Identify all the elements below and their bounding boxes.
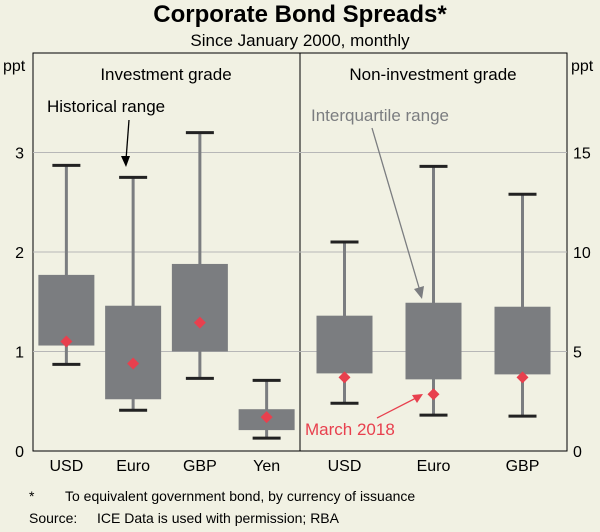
box-usd xyxy=(38,163,95,366)
right-tick-label: 10 xyxy=(573,245,591,262)
panel-title-investment-grade: Investment grade xyxy=(100,65,231,84)
category-label: GBP xyxy=(183,458,217,475)
panel-title-non-investment-grade: Non-investment grade xyxy=(349,65,516,84)
left-tick-label: 1 xyxy=(15,345,24,362)
iqr-box xyxy=(494,306,551,375)
footnote-text: To equivalent government bond, by curren… xyxy=(65,488,415,504)
category-label: USD xyxy=(49,458,83,475)
left-tick-label: 3 xyxy=(15,146,24,163)
chart-subtitle: Since January 2000, monthly xyxy=(190,31,410,50)
latest-marker xyxy=(338,371,351,384)
left-tick-label: 2 xyxy=(15,245,24,262)
iqr-box xyxy=(171,263,228,352)
right-axis-unit: ppt xyxy=(571,58,594,75)
annotation-interquartile-range-arrow xyxy=(371,127,421,292)
footnote-marker: * xyxy=(29,488,35,504)
box-yen xyxy=(238,378,295,440)
category-label: GBP xyxy=(506,458,540,475)
latest-marker xyxy=(260,411,273,424)
left-tick-label: 0 xyxy=(15,444,24,461)
iqr-box xyxy=(405,302,462,380)
latest-marker xyxy=(427,388,440,401)
annotation-historical-range-arrowhead xyxy=(121,156,130,167)
source-text: ICE Data is used with permission; RBA xyxy=(97,510,340,526)
latest-marker xyxy=(127,357,140,370)
annotation-historical-range: Historical range xyxy=(47,97,165,116)
source-label: Source: xyxy=(29,510,77,526)
category-label: Euro xyxy=(417,458,451,475)
right-tick-label: 0 xyxy=(573,444,582,461)
category-label: Euro xyxy=(116,458,150,475)
box-usd xyxy=(316,240,373,405)
iqr-box xyxy=(105,305,162,400)
iqr-box xyxy=(316,315,373,374)
annotation-historical-range-arrow xyxy=(125,119,130,161)
category-label: Yen xyxy=(253,458,280,475)
left-axis-unit: ppt xyxy=(3,58,26,75)
box-gbp xyxy=(494,192,551,418)
latest-marker xyxy=(516,371,529,384)
right-tick-label: 5 xyxy=(573,345,582,362)
box-gbp xyxy=(171,131,228,380)
annotation-interquartile-range-arrowhead xyxy=(414,286,424,299)
latest-marker xyxy=(60,335,73,348)
latest-marker xyxy=(193,316,206,329)
category-label: USD xyxy=(328,458,362,475)
chart-title: Corporate Bond Spreads* xyxy=(153,1,447,28)
annotation-latest-arrowhead xyxy=(412,394,423,403)
right-tick-label: 15 xyxy=(573,146,591,163)
annotation-interquartile-range: Interquartile range xyxy=(311,106,449,125)
annotation-latest: March 2018 xyxy=(305,420,395,439)
box-euro xyxy=(105,175,162,412)
box-euro xyxy=(405,164,462,417)
annotation-latest-arrow xyxy=(376,396,419,419)
iqr-box xyxy=(38,274,95,346)
